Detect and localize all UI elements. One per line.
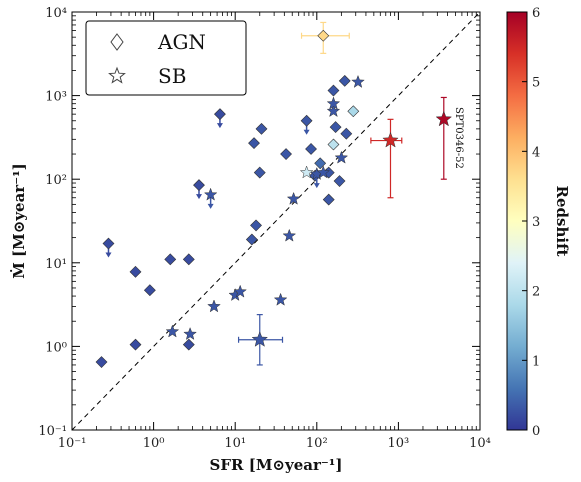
agn-point (329, 121, 342, 134)
x-tick-label: 10³ (388, 436, 410, 451)
agn-point (253, 166, 266, 179)
agn-point (193, 179, 205, 192)
agn-point (317, 29, 330, 42)
agn-point (129, 265, 142, 278)
y-axis-label: Ṁ [M⊙year⁻¹] (10, 163, 28, 279)
agn-markers (95, 29, 360, 368)
agn-upper-limit-arrow-head (195, 194, 202, 200)
agn-point (333, 175, 346, 187)
agn-point (340, 127, 353, 140)
sb-markers (165, 74, 453, 347)
agn-point (143, 284, 156, 297)
sb-point (233, 284, 247, 298)
sb-upper-limit-arrow-head (313, 183, 320, 189)
colorbar-tick-label: 2 (532, 285, 540, 300)
sb-point (326, 96, 341, 110)
y-tick-label: 10⁻¹ (38, 424, 67, 439)
agn-point (245, 233, 258, 246)
sb-point (203, 187, 218, 201)
x-tick-label: 10¹ (224, 436, 246, 451)
colorbar-tick-label: 4 (532, 145, 540, 160)
sb-point (435, 110, 453, 127)
legend-sb-label: SB (158, 64, 186, 88)
colorbar-ticks: 0 1 2 3 4 5 6 (522, 6, 540, 439)
sb-point (251, 331, 269, 347)
sb-point (351, 74, 365, 88)
agn-point (102, 237, 115, 250)
agn-point (300, 114, 313, 127)
x-axis-ticks: 10⁻¹ 10⁰ 10¹ 10² 10³ 10⁴ (58, 12, 491, 451)
y-tick-label: 10⁴ (45, 6, 67, 21)
agn-point (164, 253, 177, 266)
colorbar-tick-label: 0 (532, 424, 540, 439)
legend-agn-marker (110, 33, 124, 51)
x-axis-label: SFR [M⊙year⁻¹] (210, 456, 343, 474)
agn-point (250, 219, 262, 232)
legend-box (85, 20, 247, 96)
sb-point (207, 299, 221, 313)
colorbar-tick-label: 5 (532, 76, 540, 91)
y-tick-label: 10¹ (45, 257, 67, 272)
sb-point (316, 165, 331, 179)
sb-upper-limit-arrow-head (207, 203, 214, 209)
legend-sb-marker (108, 66, 126, 84)
y-axis-ticks: 10⁻¹ 10⁰ 10¹ 10² 10³ 10⁴ (38, 6, 480, 439)
annotation-spt0346: SPT0346-52 (453, 107, 464, 169)
agn-upper-limit-arrow-head (216, 123, 223, 129)
sb-point (299, 165, 314, 179)
colorbar-tick-label: 3 (532, 215, 540, 230)
agn-point (129, 338, 142, 351)
y-tick-label: 10² (45, 173, 67, 188)
agn-point (338, 74, 351, 87)
colorbar-tick-label: 6 (532, 6, 540, 21)
agn-point (314, 157, 327, 170)
sb-point (273, 292, 288, 306)
agn-point (327, 138, 340, 151)
agn-point (182, 338, 195, 351)
agn-point (214, 108, 226, 121)
legend: AGN SB (85, 20, 247, 96)
sb-point (334, 150, 349, 164)
x-tick-label: 10⁰ (143, 436, 165, 451)
colorbar-label: Redshift (553, 186, 571, 257)
colorbar-tick-label: 1 (532, 354, 540, 369)
colorbar: 0 1 2 3 4 5 6 Redshift (506, 6, 571, 439)
x-tick-label: 10⁴ (469, 436, 491, 451)
sb-point (382, 131, 399, 148)
agn-point (255, 122, 268, 135)
sb-point (286, 191, 301, 205)
legend-agn-label: AGN (157, 30, 206, 54)
sb-point (282, 228, 297, 242)
sb-point (183, 326, 197, 340)
agn-point (327, 84, 340, 97)
sb-point (165, 324, 180, 338)
agn-point (280, 148, 292, 160)
one-to-one-line (71, 11, 481, 431)
agn-point (347, 105, 360, 118)
agn-point (248, 137, 260, 150)
agn-point (182, 253, 195, 266)
x-tick-label: 10² (306, 436, 328, 451)
sb-point (326, 103, 341, 118)
y-tick-label: 10⁰ (45, 340, 67, 355)
agn-point (95, 356, 108, 368)
y-tick-label: 10³ (45, 90, 67, 105)
agn-point (305, 143, 317, 155)
agn-point (322, 193, 335, 206)
x-tick-label: 10⁻¹ (58, 436, 87, 451)
agn-upper-limit-arrow-head (105, 252, 112, 258)
agn-upper-limit-arrow-head (303, 129, 310, 135)
